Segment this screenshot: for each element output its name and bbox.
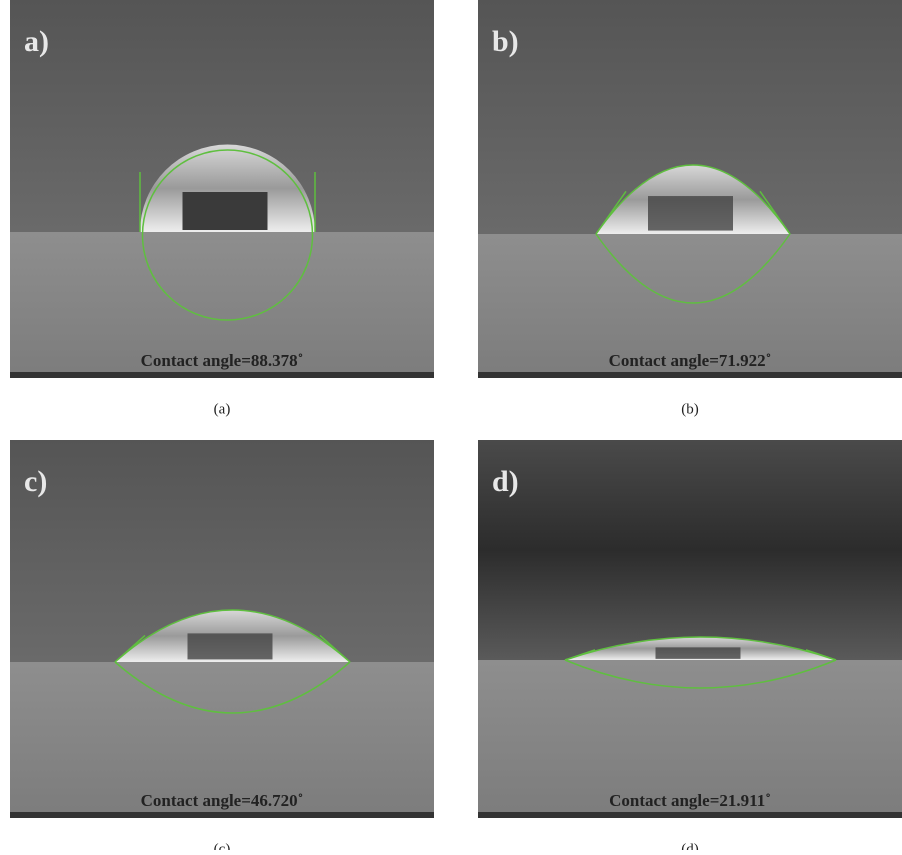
caption: (a) [214,401,231,417]
reflection [183,192,268,230]
photo-panel: a) Contact angle=88.378˚ [10,0,434,378]
figure: a) Contact angle=88.378˚ (a) b) Contact angl… [0,0,902,850]
reflection [188,633,273,659]
reflection [648,196,733,231]
panel-label: c) [24,465,47,498]
panel-label: d) [492,465,519,498]
background [478,440,902,660]
caption: (b) [681,401,699,417]
reflection [656,647,741,659]
bottom-edge [10,372,434,378]
photo-panel: d) Contact angle=21.911˚ [478,440,902,818]
bottom-edge [10,812,434,818]
photo-panel: c) Contact angle=46.720˚ [10,440,434,818]
contact-angle: Contact angle=71.922˚ [609,351,772,370]
photo-panel: b) Contact angle=71.922˚ [478,0,902,378]
contact-angle: Contact angle=21.911˚ [609,791,771,810]
panel-label: a) [24,25,49,58]
contact-angle: Contact angle=46.720˚ [141,791,304,810]
bottom-edge [478,372,902,378]
caption: (d) [681,841,699,850]
bottom-edge [478,812,902,818]
caption: (c) [214,841,231,850]
contact-angle: Contact angle=88.378˚ [141,351,304,370]
panel-label: b) [492,25,519,58]
